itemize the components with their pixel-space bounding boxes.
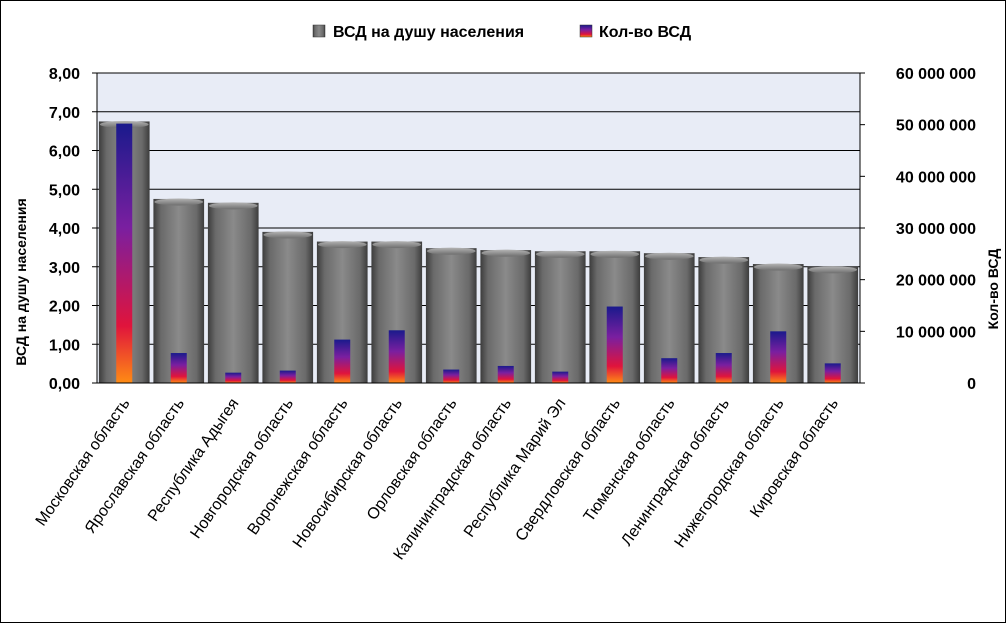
bar-vsd-count xyxy=(225,372,242,383)
bar-top-vsd-per-capita xyxy=(372,241,422,249)
category-label: Нижегородская область xyxy=(672,396,788,551)
right-tick-label: 30 000 000 xyxy=(896,221,976,238)
right-tick-label: 60 000 000 xyxy=(896,66,976,83)
left-tick-label: 7,00 xyxy=(49,105,80,122)
right-axis-title: Кол-во ВСД xyxy=(985,249,1001,330)
category-label: Новгородская область xyxy=(187,396,297,542)
bar-top-vsd-per-capita xyxy=(317,241,367,249)
category-label: Ленинградская область xyxy=(618,396,733,550)
legend: ВСД на душу населения Кол-во ВСД xyxy=(312,24,692,41)
left-tick-label: 1,00 xyxy=(49,337,80,354)
bar-vsd-per-capita xyxy=(207,202,259,383)
category-label: Ярославская область xyxy=(82,396,188,537)
left-axis-ticks: 0,00 1,00 2,00 3,00 4,00 5,00 6,00 7,00 8,00 xyxy=(49,66,97,393)
bar-top-vsd-per-capita xyxy=(535,250,585,258)
bar-vsd-count xyxy=(770,331,787,383)
bar-top-vsd-per-capita xyxy=(644,252,694,260)
bar-vsd-count xyxy=(824,363,841,383)
bar-vsd-count xyxy=(279,370,296,383)
bar-vsd-count xyxy=(497,365,514,383)
bar-vsd-count xyxy=(443,369,460,383)
left-tick-label: 0,00 xyxy=(49,376,80,393)
bar-vsd-per-capita xyxy=(425,248,477,383)
legend-swatch-vsd-count xyxy=(579,24,593,38)
legend-label-vsd-count: Кол-во ВСД xyxy=(599,24,692,41)
bar-vsd-count xyxy=(170,353,187,383)
bar-top-vsd-per-capita xyxy=(699,256,749,264)
category-label: Московская область xyxy=(33,396,134,530)
legend-label-vsd-per-capita: ВСД на душу населения xyxy=(333,24,524,41)
bar-top-vsd-per-capita xyxy=(426,247,476,255)
left-tick-label: 4,00 xyxy=(49,221,80,238)
left-tick-label: 8,00 xyxy=(49,66,80,83)
left-tick-label: 6,00 xyxy=(49,144,80,161)
bar-vsd-per-capita xyxy=(480,250,532,383)
bar-vsd-count xyxy=(715,353,732,383)
series-vsd-count xyxy=(116,123,841,383)
bar-vsd-per-capita xyxy=(262,231,314,383)
left-tick-label: 2,00 xyxy=(49,299,80,316)
bar-top-vsd-per-capita xyxy=(753,263,803,271)
left-tick-label: 5,00 xyxy=(49,182,80,199)
bar-vsd-count xyxy=(606,306,623,383)
right-tick-label: 20 000 000 xyxy=(896,273,976,290)
legend-swatch-vsd-per-capita xyxy=(312,24,326,38)
right-tick-label: 10 000 000 xyxy=(896,324,976,341)
right-tick-label: 0 xyxy=(967,376,976,393)
bar-top-vsd-per-capita xyxy=(590,250,640,258)
bar-top-vsd-per-capita xyxy=(154,198,204,206)
bar-vsd-count xyxy=(661,358,678,383)
right-tick-label: 50 000 000 xyxy=(896,118,976,135)
bar-top-vsd-per-capita xyxy=(808,266,858,274)
bar-vsd-count xyxy=(334,339,351,383)
left-tick-label: 3,00 xyxy=(49,260,80,277)
category-label: Республика Марий Эл xyxy=(461,396,570,541)
left-axis-title: ВСД на душу населения xyxy=(13,198,29,365)
bar-vsd-count xyxy=(116,123,133,383)
right-tick-label: 40 000 000 xyxy=(896,169,976,186)
bar-vsd-per-capita xyxy=(153,198,205,383)
bar-top-vsd-per-capita xyxy=(263,231,313,239)
bar-vsd-count xyxy=(552,371,569,383)
bar-top-vsd-per-capita xyxy=(208,202,258,210)
bar-vsd-per-capita xyxy=(534,251,586,383)
category-label: Воронежская область xyxy=(245,396,352,539)
category-label: Новосибирская область xyxy=(290,396,406,552)
bar-top-vsd-per-capita xyxy=(481,249,531,257)
right-axis-ticks: 0 10 000 000 20 000 000 30 000 000 40 000 00… xyxy=(860,66,976,393)
bar-vsd-count xyxy=(388,330,405,383)
category-label: Свердловская область xyxy=(513,396,624,545)
